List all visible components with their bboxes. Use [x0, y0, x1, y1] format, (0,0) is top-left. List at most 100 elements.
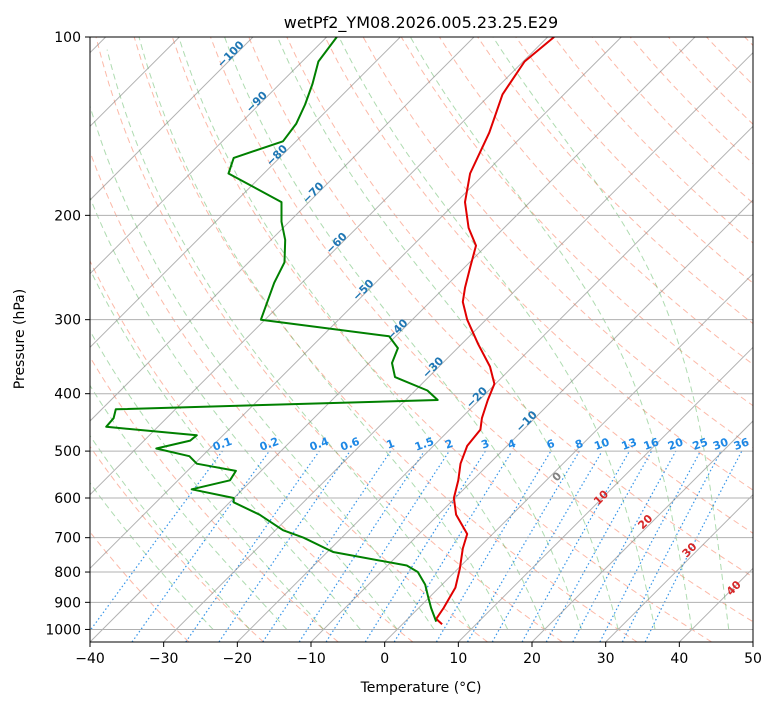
- y-tick-label: 100: [54, 30, 81, 46]
- isotherm: [605, 493, 753, 642]
- x-tick-label: 50: [744, 651, 762, 667]
- mixing-ratio-label: 36: [732, 435, 751, 453]
- mixing-ratio-label: 25: [691, 436, 710, 453]
- y-tick-label: 700: [54, 531, 81, 547]
- plot-frame: [89, 36, 754, 643]
- mixing-ratio-label: 10: [592, 435, 611, 453]
- y-axis-title: Pressure (hPa): [12, 289, 28, 389]
- dry-adiabat: [515, 37, 753, 284]
- x-tick-label: −30: [149, 651, 179, 667]
- isotherm: [457, 346, 753, 642]
- mixing-ratio-labels: 0.1 0.2 0.4 0.6 1 1.5 2 3 4 6 8 10 13 16 20 25 30 36: [211, 435, 751, 454]
- x-tick-label: 30: [597, 651, 615, 667]
- moist-adiabat: [90, 329, 324, 630]
- mixing-ratio-label: 30: [711, 435, 730, 453]
- mixing-ratio-line: [521, 450, 631, 642]
- y-tick-label: 200: [54, 208, 81, 224]
- x-tick-label: −10: [296, 651, 326, 667]
- mixing-ratio-line: [644, 450, 743, 642]
- moist-adiabat: [90, 482, 214, 630]
- dry-adiabat: [90, 259, 414, 642]
- dry-adiabat: [90, 445, 264, 642]
- mixing-ratio-label: 4: [506, 437, 518, 452]
- isotherm: [90, 37, 475, 422]
- x-tick-label: −40: [75, 651, 105, 667]
- y-tick-label: 900: [54, 595, 81, 611]
- mixing-ratio-label: 0.6: [339, 435, 362, 454]
- mixing-ratio-label: 13: [620, 436, 639, 453]
- moist-adiabat: [492, 37, 730, 630]
- mixing-ratio-label: 0.1: [211, 435, 234, 454]
- moist-adiabat: [90, 104, 435, 630]
- moist-adiabat: [224, 37, 582, 630]
- mixing-ratio-line: [185, 450, 320, 642]
- isotherm: [90, 37, 328, 275]
- x-tick-label: 20: [523, 651, 541, 667]
- moist-adiabat: [138, 37, 509, 630]
- x-axis: −40 −30 −20 −10 0 10 20 30 40 50: [75, 642, 762, 667]
- x-tick-label: 40: [670, 651, 688, 667]
- x-tick-label: 10: [449, 651, 467, 667]
- isotherm: [90, 37, 254, 201]
- dry-adiabat: [90, 356, 339, 642]
- mixing-ratio-label: 16: [642, 435, 661, 453]
- mixing-ratio-line: [545, 450, 653, 642]
- grid: [90, 37, 753, 642]
- isotherm: [90, 37, 401, 349]
- isotherm: [90, 37, 622, 570]
- mixing-ratio-line: [131, 450, 270, 642]
- x-axis-title: Temperature (°C): [360, 680, 482, 696]
- isotherm: [236, 125, 753, 642]
- dry-adiabat: [95, 37, 563, 642]
- background-lines: [90, 37, 753, 642]
- y-tick-label: 1000: [45, 622, 81, 638]
- y-axis: 100 200 300 400 500 600 700 800 900 1000: [45, 30, 90, 638]
- dewpoint-profile: [105, 37, 439, 622]
- y-tick-label: 500: [54, 444, 81, 460]
- dry-adiabat: [133, 37, 638, 642]
- x-tick-label: 0: [380, 651, 389, 667]
- mixing-ratio-label: 2: [443, 437, 455, 452]
- mixing-ratio-line: [298, 450, 425, 642]
- mixing-ratio-label: 0.4: [308, 435, 331, 454]
- moist-adiabat: [338, 37, 656, 630]
- moist-adiabat: [90, 268, 361, 630]
- y-tick-label: 800: [54, 565, 81, 581]
- dry-adiabat: [324, 37, 753, 491]
- isotherm: [163, 51, 753, 642]
- y-tick-label: 300: [54, 313, 81, 329]
- dry-adiabat: [248, 37, 753, 578]
- mixing-ratio-label: 1: [385, 437, 397, 452]
- mixing-ratio-label: 0.2: [258, 435, 281, 454]
- moist-adiabat: [90, 384, 288, 630]
- x-tick-label: −20: [223, 651, 253, 667]
- mixing-ratio-line: [262, 450, 392, 642]
- chart-title: wetPf2_YM08.2026.005.23.25.E29: [284, 13, 558, 33]
- moist-adiabat: [178, 37, 546, 630]
- mixing-ratio-label: 6: [545, 437, 557, 452]
- temperature-profile: [435, 37, 555, 625]
- mixing-ratio-line: [218, 450, 351, 642]
- y-tick-label: 600: [54, 491, 81, 507]
- y-tick-label: 400: [54, 387, 81, 403]
- isotherm: [310, 199, 753, 642]
- profiles: [105, 37, 555, 625]
- mixing-ratio-line: [325, 450, 450, 642]
- mixing-ratio-line: [393, 450, 513, 642]
- mixing-ratio-line: [572, 450, 677, 642]
- dry-adiabat: [286, 37, 753, 534]
- mixing-ratio-label: 3: [479, 437, 491, 452]
- moist-adiabat: [106, 49, 472, 630]
- mixing-ratio-label: 1.5: [413, 435, 436, 454]
- dry-adiabat: [171, 37, 712, 642]
- isotherm: [531, 420, 753, 642]
- dry-adiabat: [210, 37, 753, 623]
- moist-adiabat: [90, 196, 398, 630]
- isotherm: [384, 272, 753, 642]
- mixing-ratio-label: 8: [573, 437, 585, 452]
- isotherm: [90, 37, 549, 496]
- mixing-ratio-line: [90, 450, 223, 632]
- mixing-ratio-label: 20: [666, 435, 685, 453]
